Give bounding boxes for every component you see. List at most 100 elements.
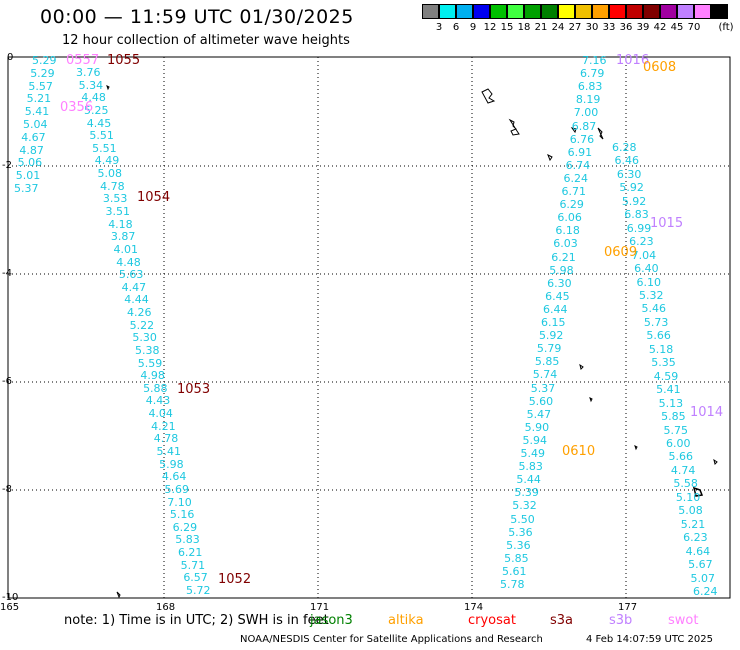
wave-height-value: 6.21 bbox=[177, 546, 203, 560]
scale-swatch bbox=[473, 4, 490, 19]
scale-label: 39 bbox=[636, 22, 650, 33]
wave-height-value: 5.79 bbox=[536, 342, 562, 356]
wave-height-value: 5.59 bbox=[137, 356, 163, 370]
scale-label: 21 bbox=[534, 22, 548, 33]
x-axis-label: 171 bbox=[310, 602, 330, 613]
satellite-name: s3a bbox=[550, 613, 574, 628]
scale-swatch bbox=[422, 4, 439, 19]
wave-height-value: 6.29 bbox=[172, 520, 198, 534]
scale-swatch bbox=[507, 4, 524, 19]
wave-height-value: 4.48 bbox=[116, 255, 141, 269]
scale-label: 15 bbox=[500, 22, 514, 33]
pass-time-label: 1055 bbox=[107, 53, 141, 68]
wave-height-value: 8.19 bbox=[575, 93, 601, 107]
wave-height-value: 6.57 bbox=[183, 571, 208, 585]
island-shape bbox=[570, 127, 577, 134]
map-subtitle: 12 hour collection of altimeter wave hei… bbox=[62, 33, 350, 48]
x-axis-label: 168 bbox=[156, 602, 176, 613]
wave-height-value: 5.85 bbox=[504, 551, 529, 565]
generation-timestamp: 4 Feb 14:07:59 UTC 2025 bbox=[586, 634, 713, 645]
wave-height-value: 5.32 bbox=[639, 289, 664, 302]
wave-height-value: 6.87 bbox=[571, 119, 597, 133]
wave-height-value: 7.04 bbox=[631, 248, 657, 262]
wave-height-value: 3.76 bbox=[76, 66, 101, 79]
wave-height-value: 6.83 bbox=[624, 208, 649, 222]
scale-label: 9 bbox=[469, 22, 477, 33]
wave-height-value: 5.92 bbox=[538, 329, 564, 343]
wave-height-value: 6.18 bbox=[555, 224, 580, 238]
island-shape bbox=[106, 85, 110, 91]
wave-height-value: 5.49 bbox=[520, 447, 546, 460]
wave-height-value: 5.41 bbox=[24, 105, 50, 119]
wave-height-value: 6.06 bbox=[557, 211, 582, 225]
wave-height-value: 5.08 bbox=[678, 504, 703, 518]
wave-height-value: 4.64 bbox=[161, 470, 187, 484]
wave-height-value: 6.15 bbox=[541, 316, 566, 329]
wave-height-value: 5.85 bbox=[661, 410, 686, 424]
scale-swatch bbox=[711, 4, 728, 19]
wave-height-value: 5.67 bbox=[688, 558, 713, 572]
y-axis-label: 0 bbox=[7, 52, 14, 63]
island-shape bbox=[116, 591, 121, 599]
wave-height-value: 4.74 bbox=[670, 463, 696, 477]
wave-height-value: 5.41 bbox=[656, 383, 681, 397]
wave-height-value: 5.47 bbox=[526, 407, 552, 421]
wave-height-value: 5.37 bbox=[530, 381, 556, 395]
wave-height-value: 5.88 bbox=[143, 381, 168, 395]
wave-height-value: 6.46 bbox=[614, 154, 639, 168]
satellite-name: swot bbox=[668, 613, 699, 628]
y-axis-label: -8 bbox=[2, 484, 12, 495]
wave-height-value: 5.38 bbox=[135, 343, 160, 357]
wave-height-value: 4.48 bbox=[81, 91, 106, 105]
scale-label: 27 bbox=[568, 22, 582, 33]
wave-height-value: 5.85 bbox=[534, 355, 560, 369]
scale-swatch bbox=[609, 4, 626, 19]
wave-height-value: 5.22 bbox=[129, 318, 155, 332]
scale-label: 18 bbox=[517, 22, 531, 33]
island-outlines bbox=[106, 85, 718, 599]
wave-height-value: 5.69 bbox=[164, 482, 190, 496]
wave-height-value: 6.44 bbox=[543, 302, 568, 316]
island-shape bbox=[692, 486, 704, 497]
wave-height-value: 5.60 bbox=[528, 394, 554, 408]
wave-height-value: 5.75 bbox=[663, 423, 689, 437]
wave-height-value: 5.44 bbox=[516, 473, 541, 487]
wave-height-value: 4.64 bbox=[685, 544, 711, 558]
scale-label: 36 bbox=[619, 22, 633, 33]
wave-height-value: 3.53 bbox=[102, 192, 128, 206]
wave-height-value: 5.92 bbox=[621, 194, 647, 208]
wave-height-value: 6.83 bbox=[577, 80, 603, 94]
island-shape bbox=[481, 88, 496, 104]
wave-height-value: 5.08 bbox=[97, 167, 122, 181]
scale-label: 24 bbox=[551, 22, 565, 33]
wave-height-value: 4.18 bbox=[108, 217, 133, 231]
wave-height-value: 5.61 bbox=[502, 564, 527, 578]
wave-height-value: 5.10 bbox=[675, 490, 701, 504]
wave-height-value: 5.57 bbox=[28, 79, 53, 93]
scale-label: 33 bbox=[602, 22, 616, 33]
wave-height-value: 5.36 bbox=[506, 538, 531, 552]
wave-height-value: 5.35 bbox=[651, 356, 676, 370]
wave-height-value: 5.07 bbox=[690, 571, 716, 585]
wave-height-value: 4.44 bbox=[124, 293, 149, 307]
wave-height-value: 5.51 bbox=[92, 141, 117, 155]
wave-height-value: 5.13 bbox=[658, 396, 684, 410]
wave-height-value: 5.30 bbox=[132, 331, 157, 345]
y-axis-label: -2 bbox=[2, 160, 12, 171]
wave-height-value: 5.37 bbox=[14, 182, 39, 195]
island-shape bbox=[579, 363, 584, 370]
wave-height-value: 5.34 bbox=[78, 78, 104, 92]
island-shape bbox=[713, 458, 718, 465]
wave-height-value: 5.01 bbox=[15, 169, 41, 183]
scale-unit: (ft) bbox=[718, 22, 734, 33]
scale-label: 30 bbox=[585, 22, 599, 33]
wave-height-value: 5.63 bbox=[118, 268, 144, 282]
wave-height-value: 6.76 bbox=[569, 132, 595, 146]
wave-height-value: 5.29 bbox=[32, 54, 57, 67]
satellite-name: altika bbox=[388, 613, 424, 628]
scale-swatch bbox=[626, 4, 643, 19]
pass-time-label: 0610 bbox=[562, 444, 596, 459]
wave-height-value: 3.51 bbox=[105, 204, 131, 218]
scale-swatch bbox=[456, 4, 473, 19]
wave-height-value: 5.58 bbox=[673, 477, 698, 491]
